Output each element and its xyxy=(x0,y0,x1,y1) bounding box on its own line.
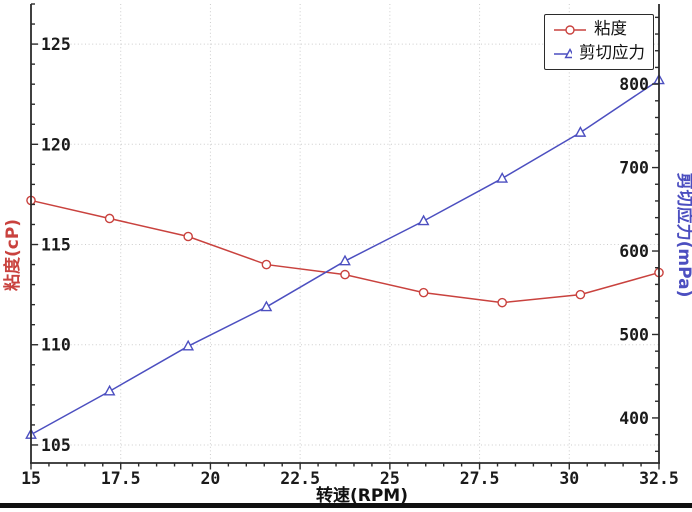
right-y-tick-label: 500 xyxy=(619,325,649,344)
tick-labels: 15 17.5 20 22.5 25 27.5 30 32.5 105 110 115 120 125 4… xyxy=(21,35,679,488)
left-y-tick-label: 105 xyxy=(41,436,71,455)
data-point-circle xyxy=(340,269,350,280)
data-point-triangle xyxy=(182,339,195,351)
legend-item-shear-stress: 剪切应力 xyxy=(553,43,645,64)
window-bottom-edge xyxy=(0,503,692,508)
x-tick-label: 20 xyxy=(200,469,220,488)
legend-item-viscosity: 粘度 xyxy=(553,19,645,40)
left-y-tick-label: 125 xyxy=(41,35,71,54)
x-tick-label: 32.5 xyxy=(639,469,679,488)
right-y-tick-label: 400 xyxy=(619,409,649,428)
legend-label-viscosity: 粘度 xyxy=(594,19,627,39)
right-y-axis-label: 剪切应力(mPa) xyxy=(674,173,692,298)
data-point-triangle xyxy=(103,384,116,396)
left-y-axis-label: 粘度(cP) xyxy=(2,219,23,291)
legend: 粘度 剪切应力 xyxy=(544,14,654,70)
data-point-triangle xyxy=(574,126,587,137)
data-point-triangle xyxy=(496,171,509,183)
right-y-tick-label: 600 xyxy=(619,242,649,261)
x-tick-label: 15 xyxy=(21,469,41,488)
data-point-circle xyxy=(261,259,272,270)
right-y-tick-label: 700 xyxy=(619,159,649,178)
x-tick-label: 30 xyxy=(559,469,579,488)
data-point-circle xyxy=(183,231,193,242)
viscosity-legend-swatch xyxy=(554,24,586,35)
right-y-tick-label: 800 xyxy=(619,75,649,94)
left-y-tick-label: 120 xyxy=(41,135,71,154)
data-point-circle xyxy=(418,287,429,298)
data-point-triangle xyxy=(417,214,430,226)
data-point-circle xyxy=(575,289,586,300)
shear-stress-series xyxy=(25,73,665,439)
left-y-tick-label: 115 xyxy=(41,236,71,255)
x-tick-label: 22.5 xyxy=(280,469,320,488)
x-axis-label: 转速(RPM) xyxy=(316,485,408,506)
data-point-triangle xyxy=(339,254,351,266)
axes-spines xyxy=(30,4,660,464)
legend-label-shear-stress: 剪切应力 xyxy=(579,43,645,63)
data-point-triangle xyxy=(260,300,273,312)
data-point-circle xyxy=(497,297,507,308)
grid xyxy=(30,4,660,463)
axis-ticks xyxy=(30,3,660,470)
x-tick-label: 17.5 xyxy=(101,469,141,488)
x-tick-label: 27.5 xyxy=(460,469,500,488)
viscosity-series xyxy=(26,195,664,308)
data-point-circle xyxy=(104,213,115,224)
series-line xyxy=(30,199,660,304)
left-y-tick-label: 110 xyxy=(41,336,71,355)
x-tick-label: 25 xyxy=(380,469,400,488)
shear-stress-legend-swatch xyxy=(554,47,572,58)
